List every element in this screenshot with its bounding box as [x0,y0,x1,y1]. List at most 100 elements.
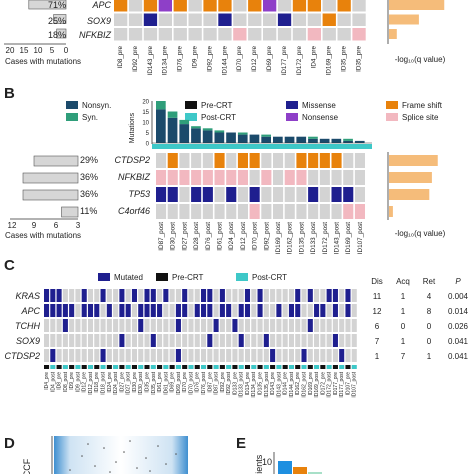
b-cell [273,153,284,168]
b-cell [319,187,330,202]
c-sample-label: ID134_post [251,371,257,397]
a-cell [203,0,217,12]
legend-missense-swatch [286,101,298,109]
a-sample-label: ID143_pre [147,46,154,76]
stats-cell: 0 [427,337,432,346]
c-timepoint-cell [44,365,50,369]
d-point [145,457,147,459]
c-cell [307,289,313,302]
panel-a-x-tick-0: 20 [6,46,15,55]
a-cell [322,13,336,26]
b-cell [226,170,237,185]
c-cell [351,334,357,347]
c-cell [244,349,251,362]
a-cell [248,28,262,41]
b-sample-label: ID30_post [170,222,177,251]
c-cell [50,289,56,302]
c-sample-label: ID61_pre [157,372,163,393]
c-timepoint-cell [282,365,288,369]
panel-a-x-tick-2: 10 [34,46,43,55]
c-cell [257,289,263,302]
legend-nonsense-label: Nonsense [302,113,339,122]
c-cell [270,319,276,332]
b-cell [343,153,354,168]
a-cell [307,0,321,12]
c-cell [276,334,282,347]
stats-cell: 7 [401,352,406,361]
c-timepoint-cell [81,365,87,369]
panel-b-x-tick-3: 3 [76,221,81,230]
panel-b-sample-labels: ID87_post ID30_post ID27_post ID28_post ID76… [158,222,364,254]
c-sample-label: ID135_pre [258,372,264,396]
c-timepoint-cell [326,365,332,369]
c-sample-label: ID24_pre [107,372,113,393]
c-timepoint-cell [288,365,294,369]
c-cell [219,349,225,362]
c-cell [138,319,144,332]
b-tmb-nonsyn-bar [284,136,295,143]
c-sample-label: ID24_post [113,371,119,394]
legend-c-post-label: Post-CRT [252,273,287,282]
c-timepoint-cell [106,365,112,369]
panel-a-qvalue-bars [389,0,445,39]
panel-a-qvalue-axis-label: -log₁₀(q value) [395,55,446,64]
c-sample-label: ID12_post [88,371,94,394]
a-cell [263,28,277,41]
panel-e: E atients 10 [236,435,322,474]
c-cell [282,319,288,332]
c-timepoint-cell [332,365,338,369]
c-cell [194,289,200,302]
c-timepoint-cell [75,365,81,369]
c-cell [150,304,156,317]
c-cell [175,289,181,302]
panel-c-gene-sox9: SOX9 [16,336,40,346]
c-timepoint-cell [351,365,357,369]
c-cell [244,334,251,347]
c-sample-label: ID30_post [138,371,144,394]
c-cell [163,349,169,362]
c-timepoint-cell [119,365,125,369]
d-point [94,465,96,467]
d-point [81,455,83,457]
c-cell [351,304,357,317]
c-sample-label: ID144_pre [283,372,289,396]
c-cell [75,319,81,332]
c-timepoint-cell [345,365,351,369]
panel-e-y-tick-10: 10 [262,457,272,467]
c-cell [188,304,194,317]
c-cell [56,304,62,317]
c-cell [251,304,257,317]
c-cell [307,319,313,332]
c-timepoint-cell [301,365,307,369]
b-cell [319,170,330,185]
c-cell [175,334,181,347]
c-cell [314,319,320,332]
c-cell [75,349,81,362]
c-timepoint-cell [201,365,207,369]
c-sample-label: ID69_pre [170,372,176,393]
c-timepoint-cell [226,365,232,369]
c-cell [50,334,56,347]
b-sample-label: ID87_post [158,222,165,251]
legend-nonsyn-swatch [66,101,78,109]
c-cell [188,334,194,347]
c-timepoint-cell [87,365,94,369]
c-cell [150,319,156,332]
c-cell [106,349,112,362]
c-cell [345,334,351,347]
c-sample-label: ID169_post [314,371,320,397]
c-timepoint-cell [263,365,269,369]
c-cell [238,349,244,362]
panel-a-sample-labels: ID8_pre ID92_pre ID143_pre ID134_pre ID76_pr… [117,46,362,76]
c-cell [244,304,251,317]
c-cell [113,304,119,317]
b-cell [237,204,248,219]
c-cell [100,349,106,362]
c-cell [226,349,232,362]
stats-cell: 0 [427,322,432,331]
panel-a-gene-nfkbiz: NFKBIZ [79,30,112,40]
b-tmb-syn-bar [202,128,213,131]
b-tmb-syn-bar [237,132,248,135]
c-timepoint-cell [169,365,175,369]
panel-b-oncoprint-matrix [156,153,365,219]
